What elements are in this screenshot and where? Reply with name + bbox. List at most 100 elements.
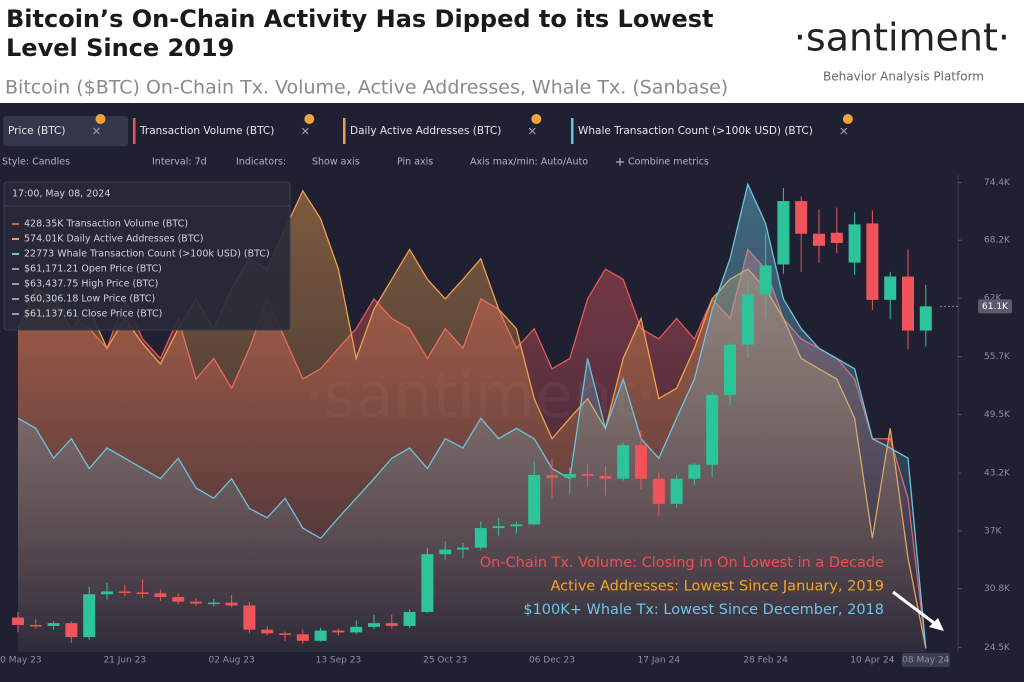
candle-body [528,474,541,525]
candle-body [350,626,363,633]
x-tick-label: 25 Oct 23 [423,656,467,666]
tooltip-row: $61,171.21 Open Price (BTC) [24,264,162,275]
tooltip: 17:00, May 08, 2024 428.35K Transaction V… [3,181,291,331]
candle-body [546,474,558,478]
setting[interactable]: Interval: 7d [152,157,207,168]
candle-body [83,594,96,638]
tab-active [3,116,128,146]
candle-body [919,306,932,331]
tab-color-bar [571,118,574,144]
candle-body [368,623,380,627]
candle-body [296,634,309,641]
setting[interactable]: Pin axis [397,157,433,168]
candle-body [635,445,647,479]
candle-body [830,232,843,244]
candle-body [795,201,808,234]
price-label: 61.1K [982,302,1009,312]
setting[interactable]: Style: Candles [2,157,70,168]
x-tick-label: 21 Jun 23 [103,656,146,666]
candle-body [439,549,452,555]
candle-body [777,201,790,265]
candle-body [670,478,683,504]
tab-close[interactable] [301,127,309,135]
x-tick-label: 13 Sep 23 [316,656,362,666]
metric-tab[interactable]: Price (BTC) [8,125,65,137]
candle-body [617,445,630,479]
x-tick-label: 06 Dec 23 [529,656,575,666]
y-tick-label: 62K [984,293,1002,303]
candle-body [101,591,113,595]
metric-tab[interactable]: Whale Transaction Count (>100k USD) (BTC… [578,125,813,137]
tab-close[interactable] [93,127,100,135]
annotation: $100K+ Whale Tx: Lowest Since December, … [523,602,884,618]
subtitle: Bitcoin ($BTC) On-Chain Tx. Volume, Acti… [5,77,728,99]
x-tick-label: 08 May 24 [902,656,950,666]
candle-body [207,602,220,605]
candle-body [136,592,149,594]
tooltip-row: $60,306.18 Low Price (BTC) [24,294,155,305]
tab-color-bar [133,118,136,144]
tagline: Behavior Analysis Platform [823,70,984,84]
y-tick-label: 43.2K [984,469,1011,479]
y-tick-label: 55.7K [984,352,1011,362]
candle-body [706,394,719,465]
candle-body [172,597,185,602]
x-tick-label: 10 Apr 24 [850,656,894,666]
area-line [17,182,927,649]
setting[interactable]: Show axis [312,157,360,168]
tooltip-box [3,181,291,331]
toolbar: Price (BTC) Transaction Volume (BTC) Daily… [2,114,853,168]
y-tick-label: 24.5K [984,643,1011,653]
candle-body [65,623,78,638]
tab-badge [304,114,315,124]
x-tick-label: 02 Aug 23 [208,656,254,666]
candle-body [12,617,24,625]
candle-body [741,294,754,345]
metric-tab[interactable]: Daily Active Addresses (BTC) [350,125,501,137]
y-tick-label: 37K [984,526,1002,536]
candle-body [599,475,612,479]
candle-body [902,276,914,331]
candle-body [243,605,256,630]
candle-body [688,464,701,479]
tooltip-row: 574.01K Daily Active Addresses (BTC) [24,234,203,245]
y-tick-label: 74.4K [984,178,1011,188]
tab-close[interactable] [528,127,536,135]
candle-body [29,624,42,627]
candle-body [421,554,434,612]
candle-body [261,629,274,634]
candle-body [884,276,897,300]
candle-body [190,601,202,604]
y-tick-label: 49.5K [984,410,1011,420]
price-box [978,299,1012,314]
x-tick-label: 28 Feb 24 [743,656,788,666]
y-tick-label: 30.8K [984,584,1011,594]
annotation: On-Chain Tx. Volume: Closing in On Lowes… [480,555,884,571]
candle-body [866,223,879,300]
y-tick-label: 68.2K [984,236,1011,246]
setting[interactable]: Combine metrics [628,157,709,168]
candle-body [279,633,291,635]
tab-color-bar [343,118,346,144]
setting[interactable]: Indicators: [236,157,286,168]
brand: ·santiment· [794,16,1010,60]
tab-close[interactable] [840,127,848,135]
candle-body [47,623,60,626]
candle-body [581,474,594,476]
area-fill [18,184,926,653]
candle-body [652,478,665,504]
candle-body [848,224,861,263]
plus-icon [616,158,624,166]
candle-body [724,344,736,395]
title-line: Level Since 2019 [6,34,234,62]
candle-body [457,547,469,550]
candle-body [759,265,772,295]
metric-tab[interactable]: Transaction Volume (BTC) [139,125,274,137]
candle-body [118,591,131,593]
setting[interactable]: Axis max/min: Auto/Auto [470,157,588,168]
candle-body [403,611,416,626]
tab-badge [842,114,853,124]
title-line: Bitcoin’s On-Chain Activity Has Dipped t… [6,5,714,33]
